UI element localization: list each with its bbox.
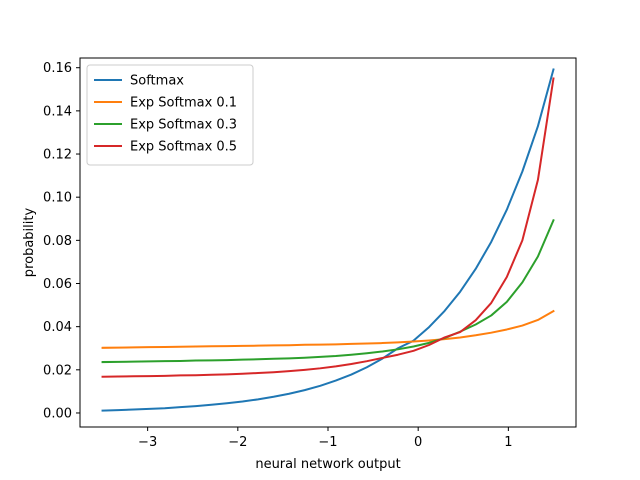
legend: Softmax Exp Softmax 0.1 Exp Softmax 0.3 Exp… <box>86 64 254 166</box>
legend-label: Exp Softmax 0.1 <box>130 96 237 111</box>
x-tick-label: −3 <box>138 435 157 450</box>
x-tick-label: 0 <box>414 435 422 450</box>
y-tick-label: 0.06 <box>43 277 72 292</box>
series-line-2 <box>101 309 555 349</box>
x-axis: −3 −2 −1 0 1 <box>138 427 513 450</box>
series-line-1 <box>101 68 555 412</box>
y-tick-label: 0.16 <box>43 61 72 76</box>
y-tick-label: 0.02 <box>43 363 72 378</box>
legend-label: Exp Softmax 0.5 <box>130 140 237 155</box>
legend-label: Exp Softmax 0.3 <box>130 118 237 133</box>
y-tick-label: 0.12 <box>43 148 72 163</box>
x-axis-title: neural network output <box>255 457 400 472</box>
series-line-4 <box>101 77 555 378</box>
legend-box <box>86 64 254 166</box>
x-tick-label: −2 <box>228 435 247 450</box>
series-layer <box>101 68 555 412</box>
y-tick-label: 0.08 <box>43 234 72 249</box>
y-tick-label: 0.14 <box>43 104 72 119</box>
series-line-3 <box>101 218 555 364</box>
x-tick-label: −1 <box>318 435 337 450</box>
y-axis-title: probability <box>22 208 37 278</box>
y-tick-label: 0.00 <box>43 406 72 421</box>
x-tick-label: 1 <box>504 435 512 450</box>
y-axis: 0.00 0.02 0.04 0.06 0.08 0.10 0.12 0.14 0.16 <box>43 61 80 421</box>
legend-label: Softmax <box>130 74 184 89</box>
y-tick-label: 0.10 <box>43 191 72 206</box>
y-tick-label: 0.04 <box>43 320 72 335</box>
